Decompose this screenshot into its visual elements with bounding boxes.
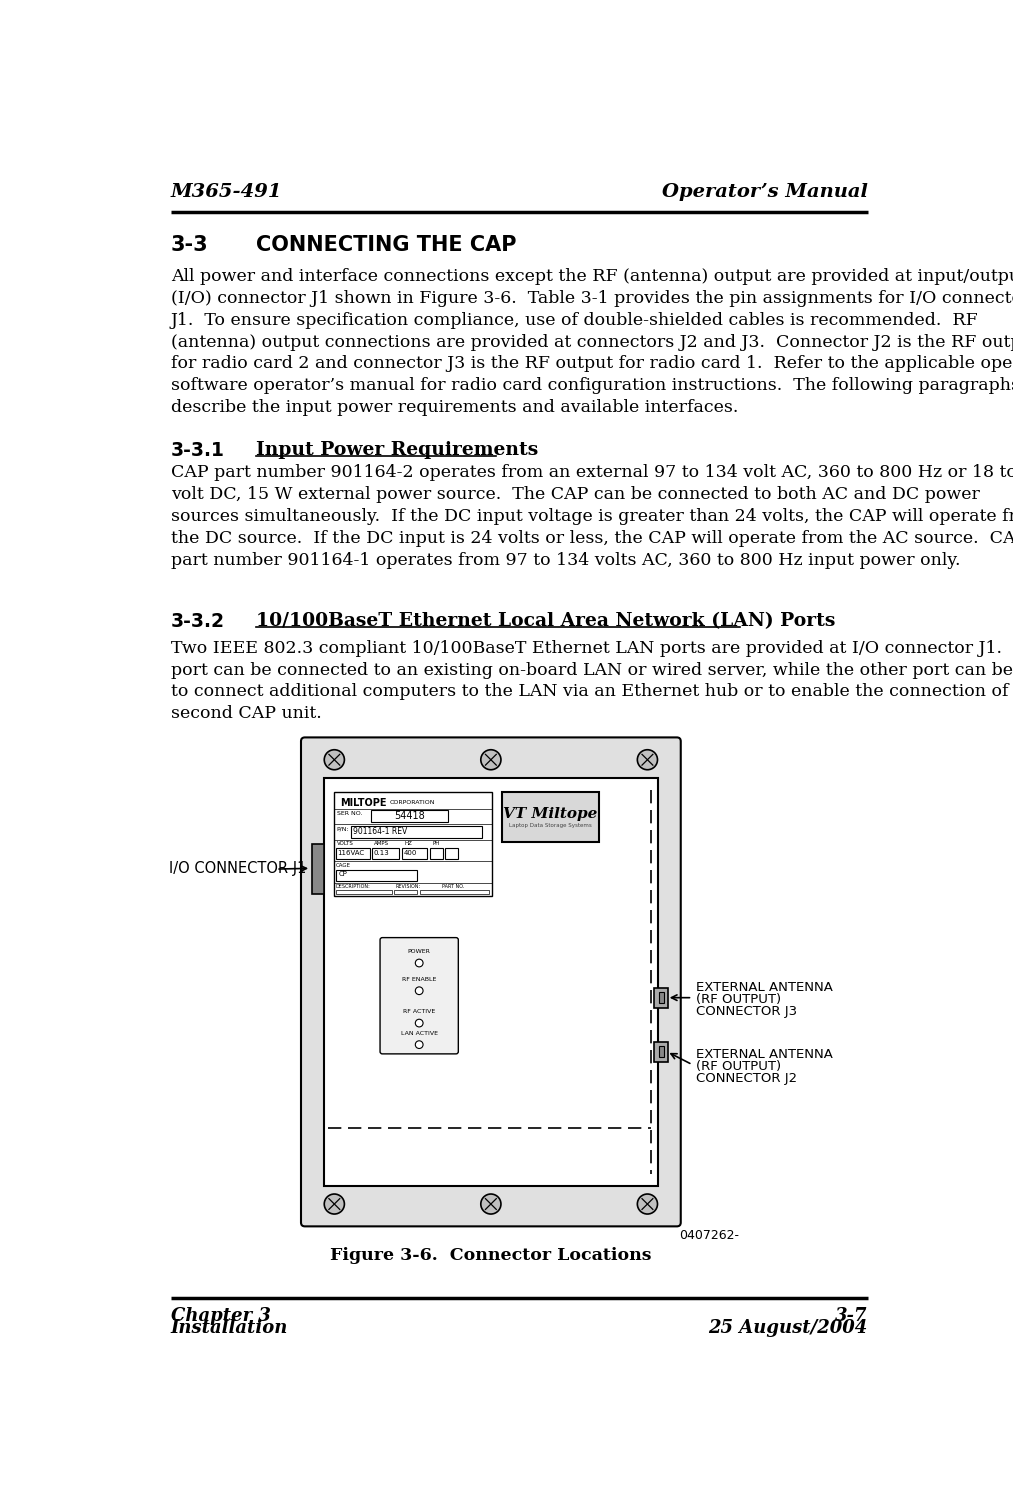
Text: (RF OUTPUT): (RF OUTPUT)	[696, 1060, 781, 1073]
Text: VT Miltope: VT Miltope	[503, 808, 598, 821]
Bar	[501, 793, 599, 842]
Text: MILTOPE: MILTOPE	[339, 799, 386, 808]
Text: (RF OUTPUT): (RF OUTPUT)	[696, 993, 781, 1006]
Text: EXTERNAL ANTENNA: EXTERNAL ANTENNA	[696, 981, 833, 994]
Text: 10/100BaseT Ethernet Local Area Network (LAN) Ports: 10/100BaseT Ethernet Local Area Network …	[256, 612, 836, 630]
Text: All power and interface connections except the RF (antenna) output are provided : All power and interface connections exce…	[171, 267, 1013, 417]
Text: 400: 400	[403, 850, 416, 855]
Text: POWER: POWER	[408, 950, 431, 954]
Bar	[659, 1047, 664, 1057]
Text: REVISION:: REVISION:	[395, 884, 420, 890]
Text: Installation: Installation	[171, 1318, 288, 1336]
Circle shape	[324, 1194, 344, 1214]
Text: Figure 3-6.  Connector Locations: Figure 3-6. Connector Locations	[330, 1247, 651, 1265]
Text: AMPS: AMPS	[374, 842, 389, 847]
Bar	[394, 890, 417, 894]
Bar	[350, 826, 482, 838]
Text: CONNECTOR J3: CONNECTOR J3	[696, 1005, 797, 1018]
Bar	[420, 890, 488, 894]
Text: CONNECTING THE CAP: CONNECTING THE CAP	[256, 234, 517, 255]
Circle shape	[415, 1020, 423, 1027]
Circle shape	[481, 749, 501, 770]
Text: DESCRIPTION:: DESCRIPTION:	[336, 884, 371, 890]
Text: CONNECTOR J2: CONNECTOR J2	[696, 1072, 797, 1085]
FancyBboxPatch shape	[380, 938, 458, 1054]
Bar	[402, 848, 427, 858]
Text: 3-3.1: 3-3.1	[171, 440, 225, 460]
Text: CAGE: CAGE	[336, 863, 350, 867]
Text: EXTERNAL ANTENNA: EXTERNAL ANTENNA	[696, 1048, 833, 1060]
Bar	[659, 993, 664, 1003]
Bar	[430, 848, 443, 858]
Text: RF ENABLE: RF ENABLE	[402, 976, 437, 982]
Circle shape	[324, 749, 344, 770]
Bar	[336, 848, 370, 858]
Bar	[653, 1042, 668, 1062]
Circle shape	[637, 1194, 657, 1214]
Bar	[333, 793, 492, 896]
Text: Laptop Data Storage Systems: Laptop Data Storage Systems	[509, 823, 592, 829]
Bar	[445, 848, 458, 858]
Text: 901164-1 REV: 901164-1 REV	[353, 827, 407, 836]
Text: 54418: 54418	[394, 811, 424, 821]
Text: SER NO.: SER NO.	[337, 811, 363, 817]
Text: 3-3: 3-3	[171, 234, 209, 255]
Text: Input Power Requirements: Input Power Requirements	[256, 440, 538, 458]
Text: PH: PH	[433, 842, 440, 847]
FancyBboxPatch shape	[301, 738, 681, 1226]
Bar	[373, 848, 399, 858]
Text: CP: CP	[338, 872, 347, 878]
Bar	[371, 809, 448, 823]
Text: P/N:: P/N:	[336, 827, 348, 832]
Text: M365-491: M365-491	[171, 182, 283, 200]
Text: VOLTS: VOLTS	[337, 842, 355, 847]
Text: HZ: HZ	[405, 842, 412, 847]
Circle shape	[481, 1194, 501, 1214]
Bar	[312, 844, 324, 894]
Text: 0.13: 0.13	[374, 850, 390, 855]
Text: LAN ACTIVE: LAN ACTIVE	[401, 1030, 438, 1036]
Circle shape	[415, 1041, 423, 1048]
Text: Chapter 3: Chapter 3	[171, 1308, 270, 1326]
Bar	[336, 890, 392, 894]
Text: I/O CONNECTOR J1: I/O CONNECTOR J1	[169, 861, 307, 876]
Bar	[324, 778, 657, 1185]
Bar	[336, 870, 417, 881]
Text: 116VAC: 116VAC	[337, 850, 365, 855]
Circle shape	[415, 987, 423, 994]
Circle shape	[415, 959, 423, 967]
Text: CORPORATION: CORPORATION	[389, 800, 435, 805]
Circle shape	[637, 749, 657, 770]
Text: 3-7: 3-7	[835, 1308, 867, 1326]
Text: Operator’s Manual: Operator’s Manual	[661, 182, 867, 200]
Text: PART NO.: PART NO.	[442, 884, 464, 890]
Text: 0407262-: 0407262-	[679, 1229, 738, 1242]
Text: 25 August/2004: 25 August/2004	[708, 1318, 867, 1336]
Text: Two IEEE 802.3 compliant 10/100BaseT Ethernet LAN ports are provided at I/O conn: Two IEEE 802.3 compliant 10/100BaseT Eth…	[171, 639, 1013, 723]
Bar	[653, 988, 668, 1008]
Text: RF ACTIVE: RF ACTIVE	[403, 1009, 436, 1014]
Text: 3-3.2: 3-3.2	[171, 612, 225, 632]
Text: CAP part number 901164-2 operates from an external 97 to 134 volt AC, 360 to 800: CAP part number 901164-2 operates from a…	[171, 464, 1013, 569]
